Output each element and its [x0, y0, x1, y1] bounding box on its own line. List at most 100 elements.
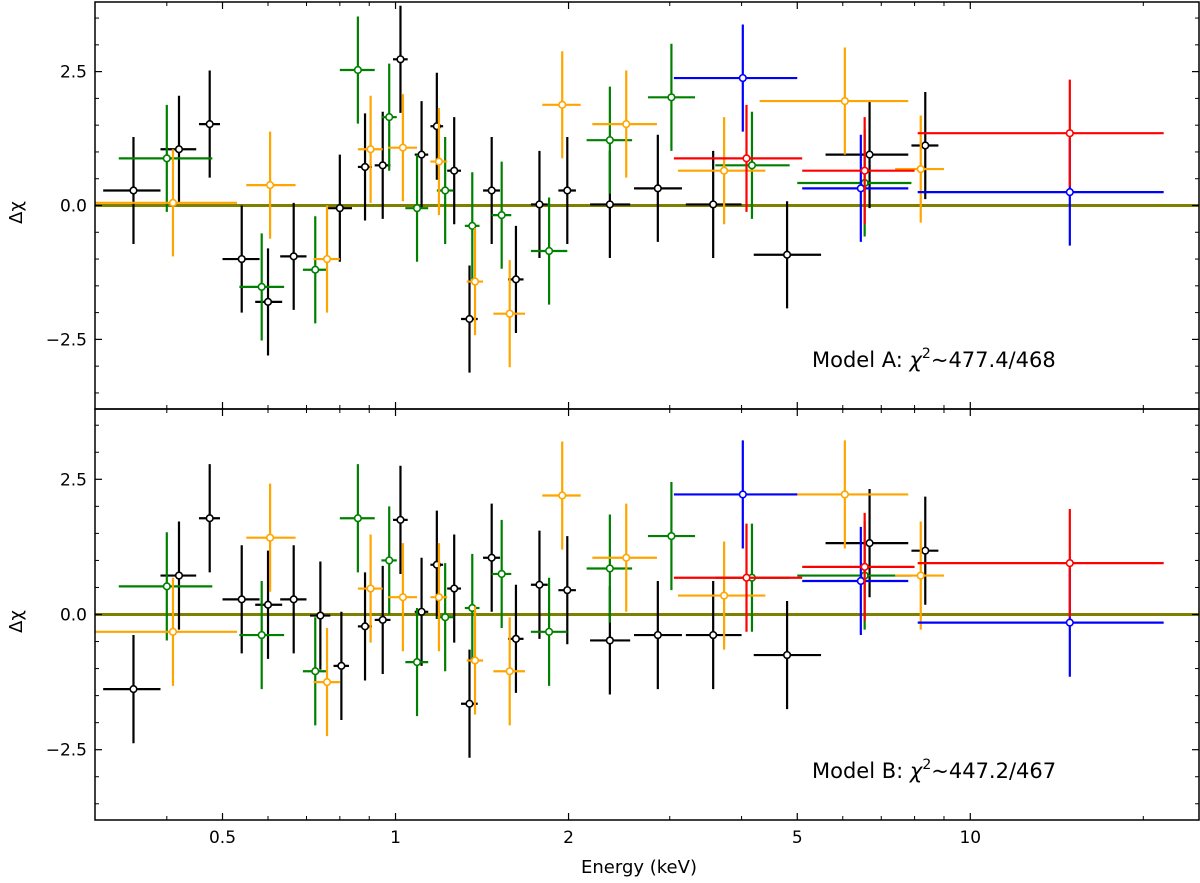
bottom-point-black-15 [483, 503, 501, 612]
bottom-series-black [103, 464, 939, 758]
bottom-point-black-22 [753, 600, 822, 710]
top-point-orange-4 [387, 94, 418, 202]
marker [487, 553, 496, 562]
top-point-red-0 [673, 104, 803, 212]
bottom-point-green-5 [405, 608, 429, 717]
bottom-ytick-label: 0.0 [60, 606, 87, 626]
top-point-green-9 [530, 197, 568, 305]
bottom-point-black-13 [447, 534, 462, 643]
top-point-black-23 [911, 91, 939, 200]
marker [738, 490, 747, 499]
top-point-green-8 [491, 161, 512, 269]
marker [398, 593, 408, 602]
top-point-orange-0 [95, 149, 238, 257]
top-point-orange-9 [592, 70, 657, 178]
bottom-point-black-20 [634, 580, 682, 690]
marker [505, 309, 514, 318]
bottom-point-green-1 [239, 580, 285, 690]
bottom-point-orange-6 [466, 606, 484, 715]
marker [174, 571, 184, 580]
marker [366, 145, 375, 154]
top-point-green-7 [464, 172, 480, 280]
top-point-orange-2 [313, 205, 340, 313]
top-series-black [103, 5, 939, 373]
marker [622, 119, 631, 129]
top-point-orange-11 [759, 47, 909, 155]
xtick-label: 10 [959, 828, 981, 848]
bottom-ytick-label: −2.5 [46, 741, 87, 761]
marker [470, 656, 480, 665]
marker [860, 166, 869, 175]
marker [162, 154, 171, 163]
bottom-series-orange [95, 440, 944, 737]
marker [289, 252, 298, 261]
top-point-black-19 [634, 134, 682, 242]
bottom-series-red [673, 509, 1164, 632]
top-point-black-3 [222, 205, 260, 313]
marker [441, 186, 450, 195]
marker [840, 96, 849, 106]
bottom-point-orange-5 [430, 543, 448, 652]
marker [487, 186, 496, 195]
marker [782, 650, 792, 660]
marker [505, 667, 514, 676]
top-point-green-13 [797, 129, 912, 237]
marker [168, 627, 178, 636]
top-point-green-11 [648, 43, 696, 151]
xtick-label: 0.5 [209, 828, 236, 848]
marker [653, 184, 662, 193]
bottom-point-blue-2 [917, 568, 1164, 677]
top-point-green-2 [302, 216, 328, 324]
annotation-suffix: ~477.4/468 [931, 348, 1056, 372]
marker [468, 221, 477, 230]
bottom-point-orange-2 [313, 628, 340, 737]
marker [417, 150, 426, 159]
marker [865, 150, 874, 159]
marker [378, 161, 387, 170]
bottom-point-black-0 [103, 635, 161, 744]
bottom-point-orange-1 [246, 483, 296, 592]
marker [544, 627, 554, 636]
bottom-point-black-17 [530, 530, 548, 639]
marker [412, 657, 422, 667]
marker [653, 630, 662, 640]
annotation-prefix: Model B: [812, 759, 910, 783]
annotation-prefix: Model A: [812, 348, 909, 372]
bottom-point-green-8 [491, 519, 512, 629]
bottom-point-orange-4 [387, 543, 418, 652]
marker [450, 584, 459, 593]
bottom-point-black-12 [430, 510, 444, 619]
marker [396, 515, 405, 524]
top-series-blue [673, 24, 1164, 246]
top-point-green-10 [586, 86, 633, 194]
annotation-chi: χ [909, 759, 924, 783]
bottom-point-black-3 [222, 545, 260, 654]
bottom-panel: −2.5 0.0 2.5 0.5 1 2 5 10 Δχ Energy (keV) Model B:… [6, 408, 1200, 878]
marker [667, 93, 676, 102]
marker [605, 564, 614, 573]
bottom-point-red-0 [673, 523, 803, 632]
marker [511, 634, 521, 643]
marker [450, 166, 459, 175]
marker [257, 630, 266, 640]
top-point-black-2 [198, 70, 220, 178]
bottom-point-black-5 [280, 545, 307, 654]
bottom-point-black-24 [911, 496, 939, 605]
bottom-point-black-4 [255, 550, 283, 659]
annotation-superscript: 2 [922, 757, 931, 773]
bottom-point-orange-9 [592, 503, 657, 612]
bottom-point-orange-12 [895, 521, 944, 630]
bottom-point-green-2 [302, 617, 328, 726]
bottom-point-red-1 [802, 512, 915, 621]
top-ytick-label: 2.5 [60, 63, 87, 83]
marker [1065, 188, 1074, 197]
bottom-point-green-0 [118, 532, 213, 641]
top-point-black-5 [280, 202, 307, 310]
annotation-suffix: ~447.2/467 [931, 759, 1056, 783]
top-series-orange [95, 47, 944, 368]
top-point-blue-0 [673, 24, 798, 132]
marker [434, 157, 444, 166]
bottom-point-orange-10 [677, 541, 766, 650]
bottom-point-orange-7 [493, 617, 526, 726]
marker [535, 200, 544, 209]
